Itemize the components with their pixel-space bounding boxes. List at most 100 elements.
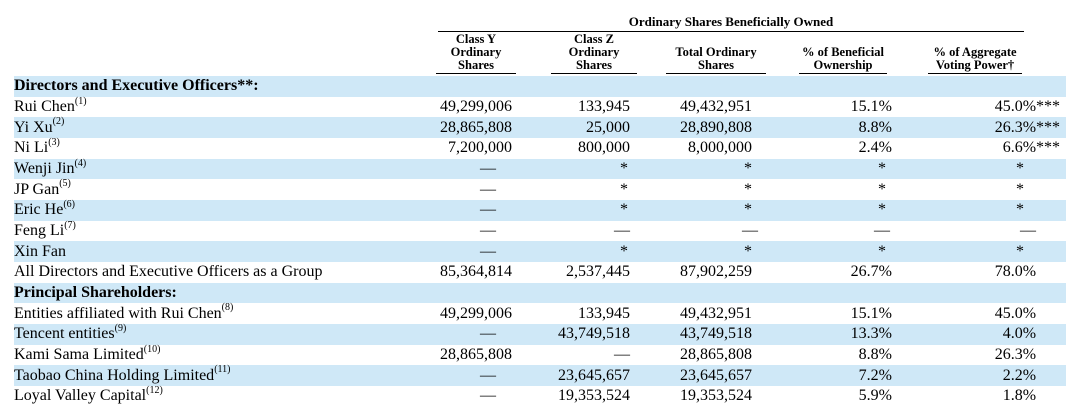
cell-col-4: 8.8% (858, 345, 892, 363)
row-label-text: Kami Sama Limited (14, 345, 144, 363)
section-row: Directors and Executive Officers**: (14, 76, 1067, 97)
row-label: Tencent entities(9) (14, 322, 438, 345)
cell-col-5: 26.3%*** (902, 117, 1067, 138)
row-label-text: Rui Chen (14, 97, 75, 115)
footnote-ref: (3) (48, 136, 60, 148)
cell-col-1: 28,865,808 (438, 117, 518, 138)
footnote-ref: (1) (74, 95, 87, 107)
cell-col-1: — (438, 158, 518, 180)
row-label: Xin Fan (14, 241, 438, 262)
cell-col-3: 43,749,518 (636, 323, 764, 345)
cell-col-5: — (1020, 221, 1037, 239)
cell-col-4: 7.2% (764, 365, 902, 386)
cell-col-2: 133,945 (578, 304, 630, 322)
footnote-ref: (9) (114, 322, 127, 334)
cell-col-5: 26.3% (994, 345, 1037, 363)
cell-col-4: — (874, 221, 890, 239)
cell-col-1: 49,299,006 (440, 304, 512, 322)
cell-col-5: 45.0% (994, 304, 1037, 322)
footnote-ref: (6) (63, 198, 75, 210)
row-label-text: Entities affiliated with Rui Chen (14, 304, 222, 322)
row-label: Loyal Valley Capital(12) (14, 385, 438, 407)
footnote-ref: (4) (74, 157, 87, 169)
row-label-text: Ni Li (14, 139, 49, 157)
cell-col-4: * (878, 180, 886, 198)
table-row: Ni Li(3) 7,200,000 800,000 8,000,000 2.4% 6.6… (14, 136, 1066, 159)
column-header-line: Class Y (455, 32, 497, 46)
table-row: Rui Chen(1) 49,299,006 133,945 49,432,951 15… (14, 95, 1066, 118)
column-header-line: % of Beneficial (802, 45, 884, 59)
cell-col-3: * (744, 180, 752, 198)
cell-col-2: 800,000 (578, 139, 630, 157)
cell-col-5: 2.2% (902, 365, 1067, 386)
cell-col-3: 49,432,951 (680, 97, 752, 115)
row-label-text: JP Gan (14, 180, 60, 198)
section-title: Directors and Executive Officers**: (14, 76, 1067, 97)
cell-col-4: * (764, 199, 902, 221)
cell-col-1: — (438, 365, 518, 386)
cell-col-4: 8.8% (764, 117, 902, 138)
cell-col-5: 4.0% (902, 323, 1067, 345)
column-header-line: Ordinary (450, 45, 502, 59)
cell-col-5: * (902, 241, 1067, 262)
cell-col-4: 15.1% (850, 304, 892, 322)
cell-col-1: 28,865,808 (440, 345, 512, 363)
cell-col-1: — (480, 387, 496, 405)
cell-col-2: * (518, 241, 636, 262)
cell-col-2: 25,000 (518, 117, 636, 138)
row-label: All Directors and Executive Officers as … (14, 262, 438, 283)
footnote-ref: (7) (64, 219, 76, 231)
column-header-1: Class Y Ordinary Shares (436, 33, 516, 74)
cell-col-2: * (620, 180, 628, 198)
cell-col-5: * (902, 158, 1067, 180)
cell-col-4: 5.9% (858, 387, 892, 405)
column-header-line: % of Aggregate (933, 45, 1017, 59)
cell-col-5: 45.0%*** (994, 97, 1061, 115)
row-label: Taobao China Holding Limited(11) (14, 365, 438, 386)
table-row: Feng Li(7) — — — — — (14, 219, 1066, 242)
row-label: Wenji Jin(4) (14, 157, 438, 180)
column-header-3: Total Ordinary Shares (666, 46, 766, 74)
table-row: Yi Xu(2) 28,865,808 25,000 28,890,808 8.8% 26… (14, 116, 1067, 138)
cell-col-1: — (438, 241, 518, 262)
group-header: Ordinary Shares Beneficially Owned (438, 14, 1024, 32)
column-header-2: Class Z Ordinary Shares (551, 33, 637, 74)
cell-col-5: 6.6%*** (1002, 139, 1061, 157)
cell-col-3: — (742, 221, 758, 239)
column-header-line: Shares (551, 59, 637, 74)
footnote-ref: (11) (214, 364, 231, 376)
table-row: Entities affiliated with Rui Chen(8) 49,2… (14, 303, 1066, 324)
cell-col-2: 2,537,445 (566, 263, 630, 281)
cell-col-1: 85,364,814 (440, 263, 512, 281)
section-title: Principal Shareholders: (14, 282, 1067, 304)
footnote-ref: (10) (143, 343, 161, 355)
cell-col-4: 13.3% (764, 323, 902, 345)
cell-col-3: 19,353,524 (680, 387, 752, 405)
cell-col-5: * (1016, 180, 1025, 198)
footnote-ref: (2) (52, 116, 65, 128)
column-header-line: Voting Power† (928, 59, 1022, 74)
cell-col-4: 2.4% (858, 139, 892, 157)
cell-col-1: — (438, 323, 518, 345)
cell-col-5: 78.0% (994, 263, 1037, 281)
table-row: Taobao China Holding Limited(11) —23,645,… (14, 365, 1067, 386)
cell-col-3: * (636, 158, 764, 180)
cell-col-4: 15.1% (850, 97, 892, 115)
row-label: Rui Chen(1) (14, 95, 438, 118)
cell-col-4: 26.7% (850, 263, 892, 281)
cell-col-3: * (636, 241, 764, 262)
cell-col-2: 43,749,518 (518, 323, 636, 345)
column-header-line: Class Z (574, 32, 614, 46)
row-label: Eric He(6) (14, 198, 438, 221)
row-label-text: Taobao China Holding Limited (14, 366, 215, 384)
cell-col-4: * (764, 158, 902, 180)
cell-col-2: 19,353,524 (558, 387, 630, 405)
table-row: JP Gan(5) — * * * * (14, 179, 1066, 200)
table-row: Eric He(6) — * * * * (14, 198, 1067, 221)
row-label: Kami Sama Limited(10) (14, 343, 438, 366)
cell-col-2: 133,945 (578, 97, 630, 115)
cell-col-2: — (614, 345, 630, 363)
cell-col-3: 87,902,259 (680, 263, 752, 281)
cell-col-1: — (480, 180, 496, 198)
